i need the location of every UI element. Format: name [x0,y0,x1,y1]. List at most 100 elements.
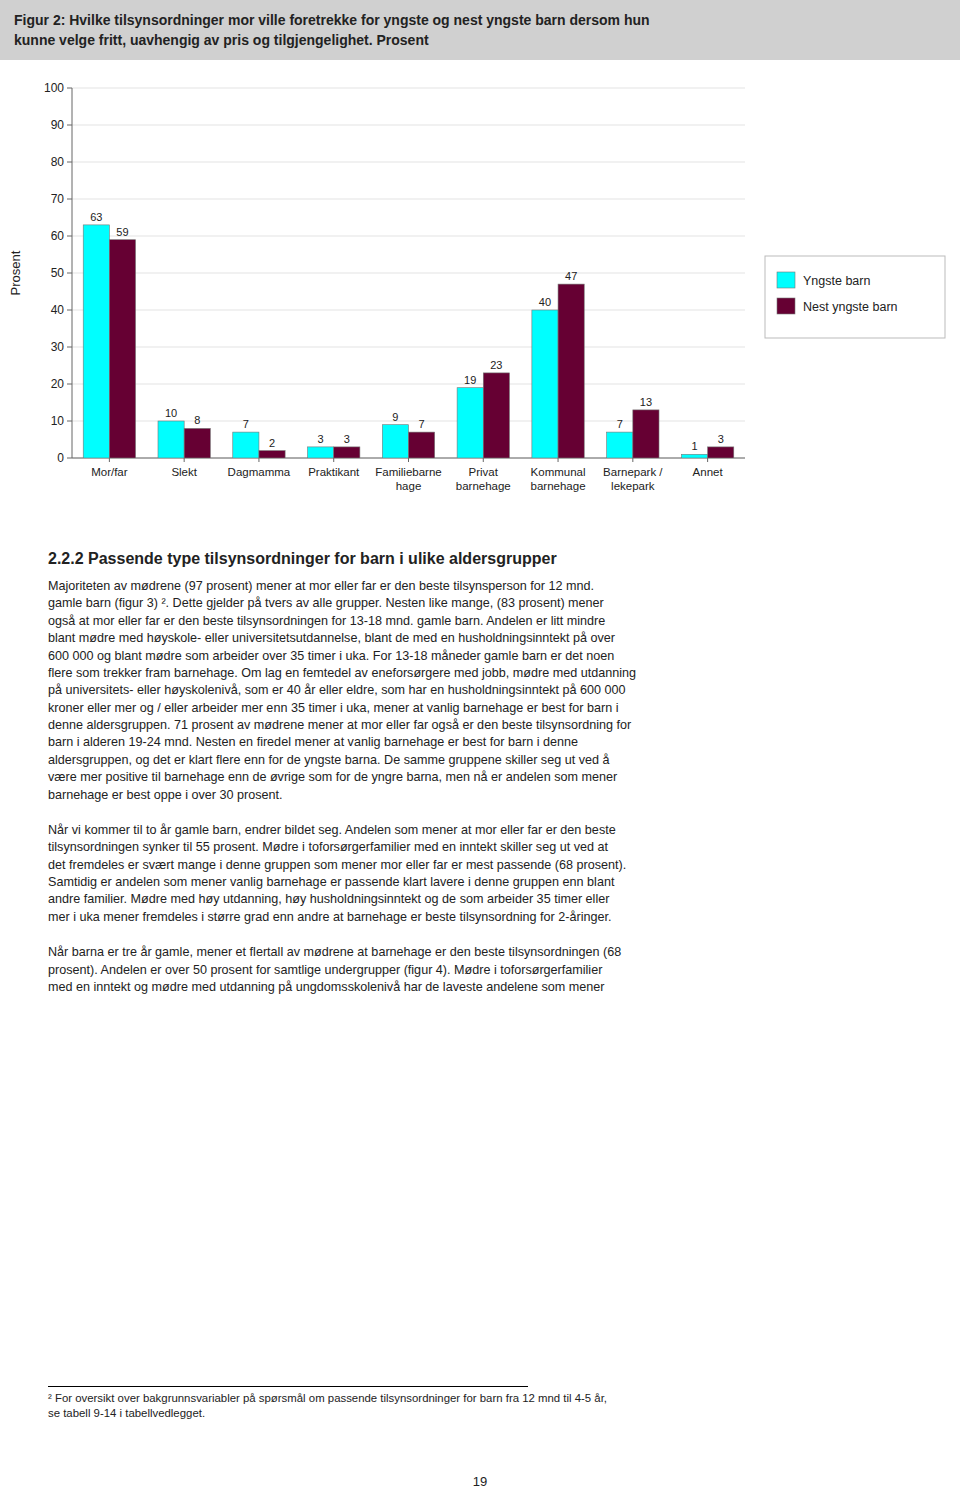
paragraph: Når vi kommer til to år gamle barn, endr… [48,822,912,926]
y-tick [67,125,72,126]
y-tick [67,310,72,311]
data-label: 7 [617,418,623,430]
data-label: 47 [565,270,577,282]
footnote: ² For oversikt over bakgrunnsvariabler p… [48,1391,912,1421]
title-line: kunne velge fritt, uavhengig av pris og … [14,30,946,50]
title-banner: Figur 2: Hvilke tilsynsordninger mor vil… [0,0,960,60]
bar [83,225,109,458]
data-label: 13 [640,396,652,408]
x-tick [333,458,334,462]
y-tick-label: 90 [51,118,65,132]
bar [681,454,707,458]
x-tick-label-line: Praktikant [308,466,360,478]
bar [259,451,285,458]
x-tick-label-line: Familiebarne [375,466,441,478]
grid-line [72,236,745,237]
x-tick-label: Praktikant [308,466,360,478]
bar [708,447,734,458]
bar [409,432,435,458]
x-tick-label: Slekt [171,466,197,478]
grid-line [72,88,745,89]
y-tick-label: 70 [51,192,65,206]
data-label: 10 [165,407,177,419]
x-tick-label: Kommunal barnehage [531,466,586,492]
x-tick-label-line: Privat [469,466,499,478]
bar [457,388,483,458]
legend-label: Nest yngste barn [803,300,898,314]
x-tick-label-line: Annet [693,466,724,478]
data-label: 8 [194,414,200,426]
grid [67,88,745,458]
grid-line [72,384,745,385]
bar [483,373,509,458]
data-label: 63 [90,211,102,223]
y-tick [67,162,72,163]
y-tick-label: 40 [51,303,65,317]
grid-line [72,347,745,348]
x-tick [109,458,110,462]
bar [184,428,210,458]
legend-frame [765,256,945,338]
data-label: 3 [718,433,724,445]
bar [382,425,408,458]
x-tick-label: Barnepark /lekepark [603,466,663,492]
x-tick [483,458,484,462]
y-tick [67,199,72,200]
data-label: 9 [392,411,398,423]
bar [558,284,584,458]
y-tick-label: 20 [51,377,65,391]
grid-line [72,310,745,311]
data-label: 1 [691,440,697,452]
x-tick-label: Dagmamma [228,466,291,478]
data-label: 23 [490,359,502,371]
y-tick-label: 100 [44,81,64,95]
paragraph: Når barna er tre år gamle, mener et fler… [48,944,912,996]
y-tick-label: 50 [51,266,65,280]
x-tick [258,458,259,462]
footnote-block: ² For oversikt over bakgrunnsvariabler p… [48,1386,912,1421]
x-tick-label: Mor/far [91,466,128,478]
y-tick-label: 30 [51,340,65,354]
x-tick [632,458,633,462]
x-tick-label: Familiebarne hage [375,466,441,492]
bar [233,432,259,458]
y-tick-label: 10 [51,414,65,428]
x-tick [184,458,185,462]
chart: 0102030405060708090100Prosent63107391940… [0,66,960,536]
data-label: 7 [243,418,249,430]
bar [158,421,184,458]
bars [83,225,734,458]
y-tick [67,384,72,385]
grid-line [72,162,745,163]
y-tick [67,421,72,422]
x-tick-label-line: Slekt [171,466,197,478]
page-number: 19 [0,1474,960,1489]
data-label: 59 [116,226,128,238]
data-label: 40 [539,296,551,308]
x-tick-label-line: Dagmamma [228,466,291,478]
bar [633,410,659,458]
x-tick-label-line: barnehage [456,480,511,492]
bar [532,310,558,458]
grid-line [72,199,745,200]
y-tick-label: 0 [57,451,64,465]
data-label: 2 [269,437,275,449]
title-line: Figur 2: Hvilke tilsynsordninger mor vil… [14,10,946,30]
data-label: 7 [419,418,425,430]
y-tick-label: 60 [51,229,65,243]
x-tick-label-line: barnehage [531,480,586,492]
legend-swatch [777,272,795,288]
y-tick [67,88,72,89]
y-axis-label: Prosent [8,250,23,295]
x-tick-label-line: hage [396,480,422,492]
legend-label: Yngste barn [803,274,870,288]
y-tick-label: 80 [51,155,65,169]
x-tick-label: Annet [693,466,724,478]
legend: Yngste barn Nest yngste barn [765,256,945,338]
y-tick [67,347,72,348]
section-title: 2.2.2 Passende type tilsynsordninger for… [48,550,912,568]
bar [308,447,334,458]
x-tick-label-line: Kommunal [531,466,586,478]
x-tick-label: Privat barnehage [456,466,511,492]
bar [334,447,360,458]
